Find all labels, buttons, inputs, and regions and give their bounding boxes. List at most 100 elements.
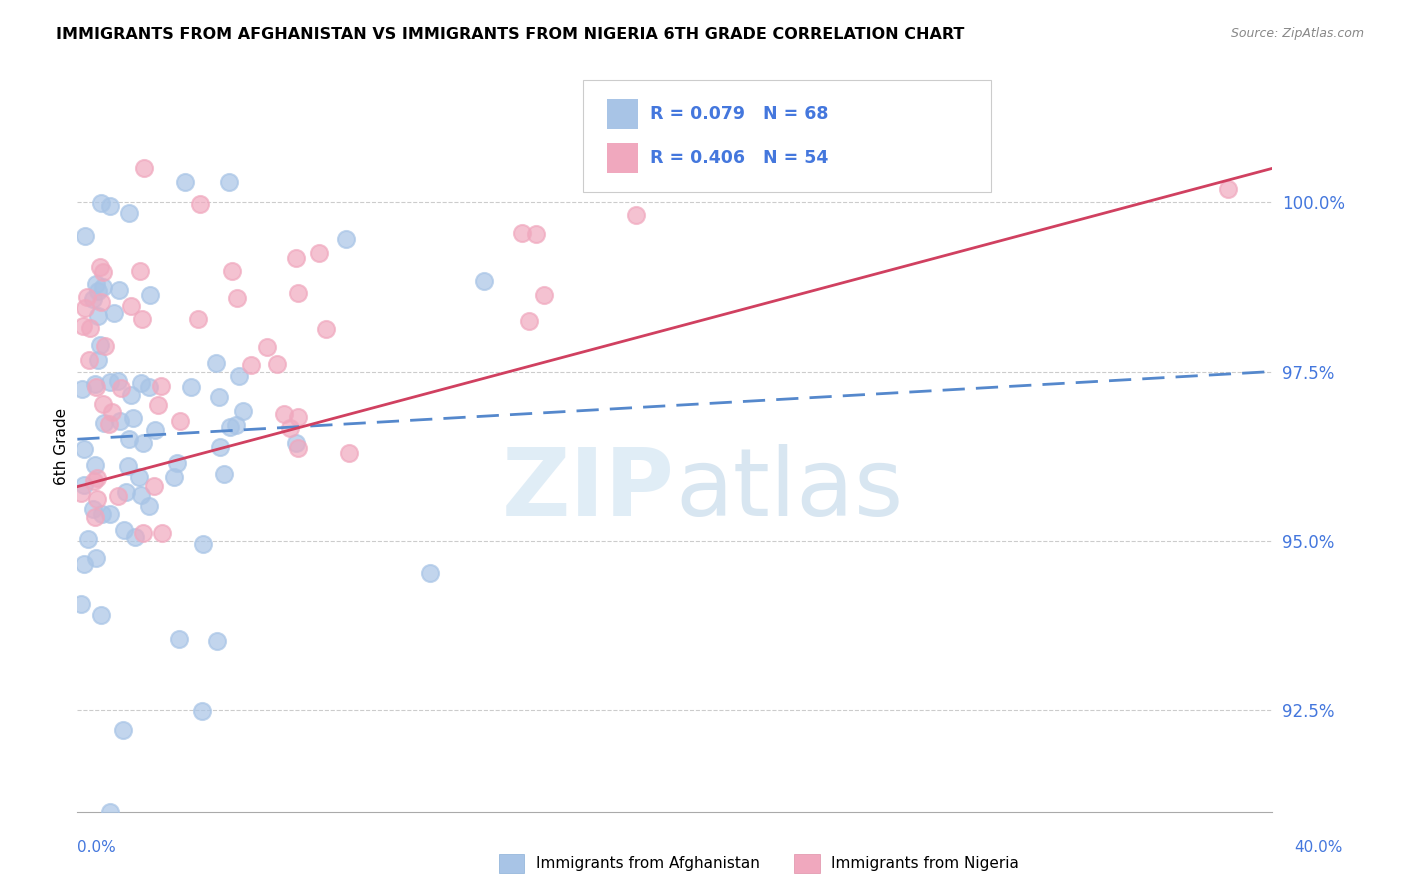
Point bbox=[150, 525, 173, 540]
Point bbox=[89, 260, 111, 274]
Point bbox=[100, 405, 122, 419]
Point bbox=[90, 607, 112, 622]
Point bbox=[188, 197, 211, 211]
Point bbox=[100, 375, 122, 389]
Point bbox=[287, 410, 309, 425]
Point bbox=[624, 209, 647, 223]
Point bbox=[82, 501, 104, 516]
Point bbox=[624, 161, 647, 176]
Point bbox=[84, 458, 107, 472]
Point bbox=[472, 274, 495, 288]
Point bbox=[91, 507, 114, 521]
Point bbox=[86, 471, 108, 485]
Point bbox=[129, 376, 152, 390]
Point bbox=[86, 491, 108, 506]
Point bbox=[128, 469, 150, 483]
Point bbox=[87, 285, 110, 299]
Point bbox=[84, 277, 107, 291]
Point bbox=[131, 488, 153, 502]
Point bbox=[142, 478, 165, 492]
Point bbox=[90, 294, 112, 309]
Point bbox=[212, 467, 235, 481]
Point bbox=[225, 418, 247, 433]
Point bbox=[239, 358, 262, 372]
Point bbox=[108, 415, 131, 429]
Point bbox=[218, 175, 240, 189]
Point bbox=[120, 300, 142, 314]
Point bbox=[524, 227, 547, 241]
Text: 40.0%: 40.0% bbox=[1295, 840, 1343, 855]
Point bbox=[100, 508, 122, 522]
Point bbox=[110, 381, 132, 395]
Point bbox=[138, 380, 160, 394]
Point bbox=[335, 231, 357, 245]
Point bbox=[120, 388, 142, 402]
Point bbox=[72, 319, 94, 334]
Point bbox=[207, 390, 229, 404]
Point bbox=[308, 246, 330, 260]
Point bbox=[337, 446, 360, 460]
Point bbox=[132, 161, 155, 176]
Point bbox=[510, 226, 533, 240]
Point bbox=[131, 436, 153, 450]
Point bbox=[225, 291, 247, 305]
Point bbox=[163, 470, 186, 484]
Point bbox=[124, 530, 146, 544]
Point bbox=[112, 523, 135, 537]
Point bbox=[107, 489, 129, 503]
Point bbox=[70, 485, 93, 500]
Point bbox=[90, 196, 112, 211]
Text: Immigrants from Afghanistan: Immigrants from Afghanistan bbox=[536, 856, 759, 871]
Point bbox=[131, 311, 153, 326]
Point bbox=[117, 206, 139, 220]
Point bbox=[219, 420, 242, 434]
Point bbox=[91, 397, 114, 411]
Point bbox=[72, 477, 94, 491]
Text: Immigrants from Nigeria: Immigrants from Nigeria bbox=[831, 856, 1019, 871]
Point bbox=[419, 566, 441, 581]
Point bbox=[84, 550, 107, 565]
Point bbox=[111, 723, 134, 738]
Point bbox=[284, 436, 307, 450]
Point bbox=[114, 485, 136, 500]
Point bbox=[98, 805, 121, 819]
Point bbox=[98, 417, 121, 431]
Point bbox=[232, 404, 254, 418]
Point bbox=[87, 309, 110, 323]
Point bbox=[315, 322, 337, 336]
Point bbox=[117, 459, 139, 474]
Point bbox=[129, 264, 152, 278]
Point bbox=[138, 499, 160, 513]
Text: R = 0.079   N = 68: R = 0.079 N = 68 bbox=[650, 105, 828, 123]
Text: ZIP: ZIP bbox=[502, 444, 675, 536]
Point bbox=[191, 704, 214, 718]
Point bbox=[83, 474, 105, 488]
Y-axis label: 6th Grade: 6th Grade bbox=[53, 408, 69, 484]
Point bbox=[91, 265, 114, 279]
Point bbox=[169, 414, 191, 428]
Point bbox=[84, 377, 107, 392]
Text: atlas: atlas bbox=[675, 444, 903, 536]
Point bbox=[273, 407, 295, 421]
Point bbox=[69, 597, 91, 611]
Point bbox=[150, 379, 173, 393]
Point bbox=[256, 341, 278, 355]
Text: 0.0%: 0.0% bbox=[77, 840, 117, 855]
Point bbox=[139, 287, 162, 301]
Point bbox=[73, 442, 96, 457]
Point bbox=[76, 290, 98, 304]
Point bbox=[70, 383, 93, 397]
Point bbox=[285, 252, 308, 266]
Point bbox=[107, 283, 129, 297]
Point bbox=[287, 286, 309, 301]
Point bbox=[89, 338, 111, 352]
Point bbox=[146, 398, 169, 412]
Point bbox=[187, 312, 209, 326]
Point bbox=[228, 368, 250, 383]
Point bbox=[73, 229, 96, 244]
Point bbox=[517, 314, 540, 328]
Point bbox=[84, 380, 107, 394]
Point bbox=[98, 199, 121, 213]
Point bbox=[891, 161, 914, 176]
Point bbox=[75, 301, 97, 316]
